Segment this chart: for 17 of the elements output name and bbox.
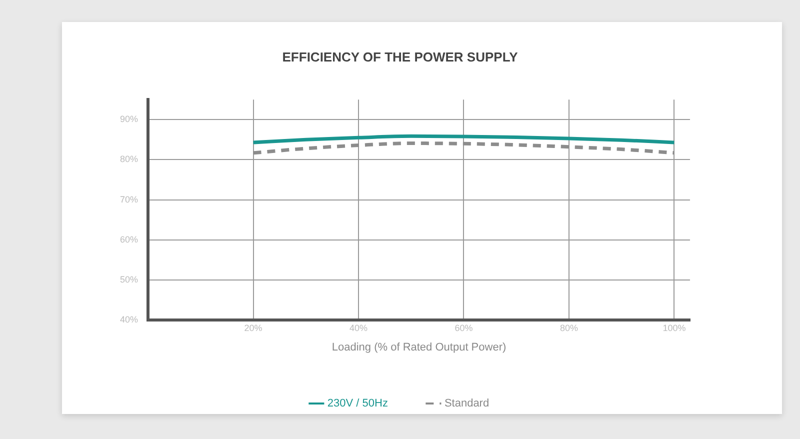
- line-series: [252, 142, 676, 155]
- x-tick-label: 20%: [244, 322, 262, 333]
- y-tick-label: 60%: [120, 234, 138, 244]
- x-axis-title: Loading (% of Rated Output Power): [332, 341, 506, 354]
- y-tick-label: 50%: [120, 274, 138, 284]
- y-tick-label: 70%: [120, 194, 138, 204]
- x-tick-label: 80%: [560, 322, 578, 333]
- y-tick-label: 40%: [120, 314, 138, 324]
- legend-label: Standard: [444, 398, 490, 410]
- legend-label: 230V / 50Hz: [327, 398, 388, 410]
- x-tick-label: 100%: [662, 322, 686, 333]
- chart-title: EFFICIENCY OF THE POWER SUPPLY: [282, 49, 518, 64]
- x-tick-label: 40%: [349, 322, 368, 333]
- line-series: [252, 134, 676, 144]
- y-tick-label: 80%: [120, 154, 138, 164]
- y-tick-label: 90%: [120, 114, 138, 124]
- x-tick-label: 60%: [454, 322, 473, 333]
